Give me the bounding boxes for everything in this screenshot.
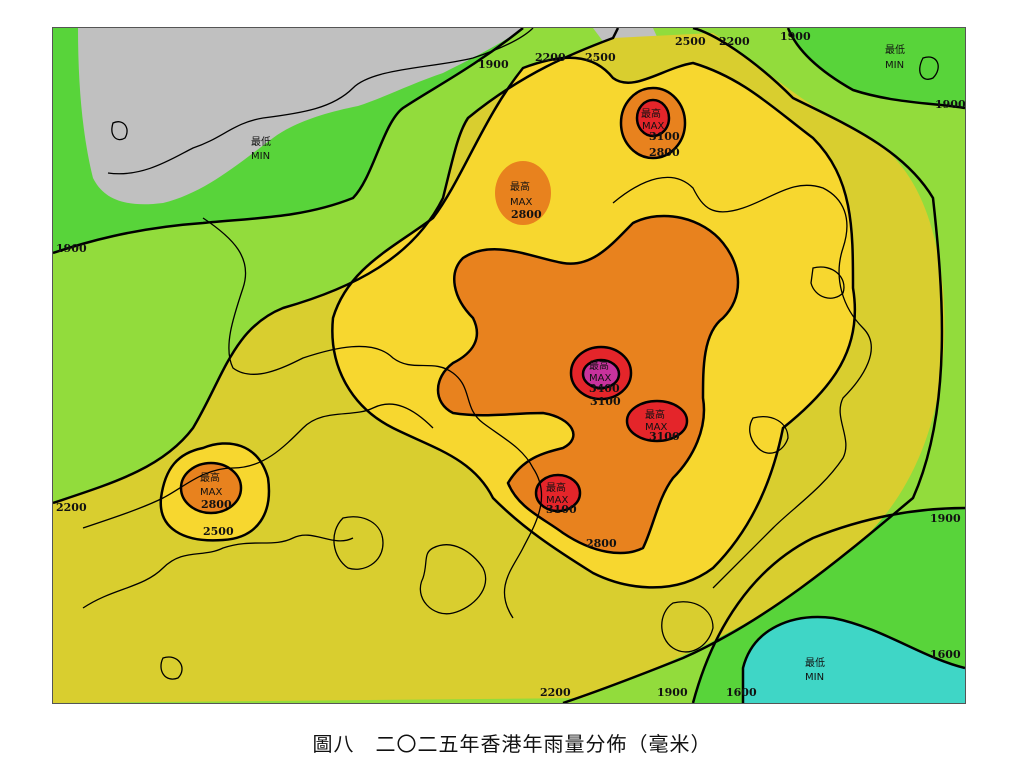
isohyets (53, 28, 965, 703)
max-marker-zh-w: 最高 (200, 471, 220, 484)
label-2200-s: 2200 (540, 686, 571, 699)
zone-2800-3100-north (495, 161, 551, 225)
zone-3100-3400-ne (637, 100, 669, 136)
max-marker-zh-c: 最高 (589, 359, 609, 372)
label-3400-c: 3400 (589, 382, 620, 395)
label-2800-s: 2800 (586, 537, 617, 550)
label-1900-s: 1900 (657, 686, 688, 699)
max-marker-en-c: MAX (589, 373, 611, 384)
label-1900-w: 1900 (56, 242, 87, 255)
zone-3100-3400-east (627, 401, 687, 441)
zone-below-1600-se (743, 617, 965, 703)
label-2200-ne: 2200 (719, 35, 750, 48)
min-marker-en-ne: MIN (885, 60, 904, 71)
max-marker-zh-ne: 最高 (641, 107, 661, 120)
figure-caption: 圖八 二〇二五年香港年雨量分佈（毫米） (312, 732, 712, 756)
label-1600-s: 1600 (726, 686, 757, 699)
label-2500-w: 2500 (203, 525, 234, 538)
zone-3100-3400-south (536, 475, 580, 511)
max-marker-zh-e: 最高 (645, 408, 665, 421)
rainfall-map-svg: 1900 2200 2500 2500 2200 1900 1900 1900 … (53, 28, 965, 703)
label-1900-ne: 1900 (780, 30, 811, 43)
label-3100-e: 3100 (649, 430, 680, 443)
max-marker-zh-s: 最高 (546, 481, 566, 494)
coastline (82, 28, 939, 680)
min-marker-en-se: MIN (805, 672, 824, 683)
min-marker-en-nw: MIN (251, 151, 270, 162)
label-3100-s: 3100 (546, 503, 577, 516)
label-2800-w: 2800 (201, 498, 232, 511)
rainfall-map: 1900 2200 2500 2500 2200 1900 1900 1900 … (52, 27, 966, 704)
min-marker-zh-ne: 最低 (885, 43, 905, 56)
label-1900-nw: 1900 (478, 58, 509, 71)
max-marker-en-n: MAX (510, 197, 532, 208)
label-3100-ne: 3100 (649, 130, 680, 143)
label-2500-n: 2500 (585, 51, 616, 64)
label-2800-ne: 2800 (649, 146, 680, 159)
label-3100-c: 3100 (590, 395, 621, 408)
label-2200-n: 2200 (535, 51, 566, 64)
label-2200-w: 2200 (56, 501, 87, 514)
label-1600-se: 1600 (930, 648, 961, 661)
zone-above-3400-center (583, 360, 619, 388)
max-marker-en-w: MAX (200, 487, 222, 498)
label-1900-e: 1900 (935, 98, 965, 111)
min-marker-zh-se: 最低 (805, 656, 825, 669)
max-marker-en-ne: MAX (642, 121, 664, 132)
max-marker-en-s: MAX (546, 495, 568, 506)
label-2500-ne: 2500 (675, 35, 706, 48)
min-marker-zh-nw: 最低 (251, 135, 271, 148)
max-marker-zh-n: 最高 (510, 180, 530, 193)
zone-1600-1900-ne (788, 28, 965, 108)
max-marker-en-e: MAX (645, 422, 667, 433)
label-2800-n: 2800 (511, 208, 542, 221)
land-outside-territory (78, 28, 523, 205)
label-1900-se: 1900 (930, 512, 961, 525)
max-min-markers: 最高 MAX 最高 MAX 最高 MAX 最高 MAX 最高 MAX 最高 MA… (200, 43, 905, 683)
zone-2800-3100-west (181, 463, 241, 513)
contour-labels: 1900 2200 2500 2500 2200 1900 1900 1900 … (56, 30, 965, 699)
